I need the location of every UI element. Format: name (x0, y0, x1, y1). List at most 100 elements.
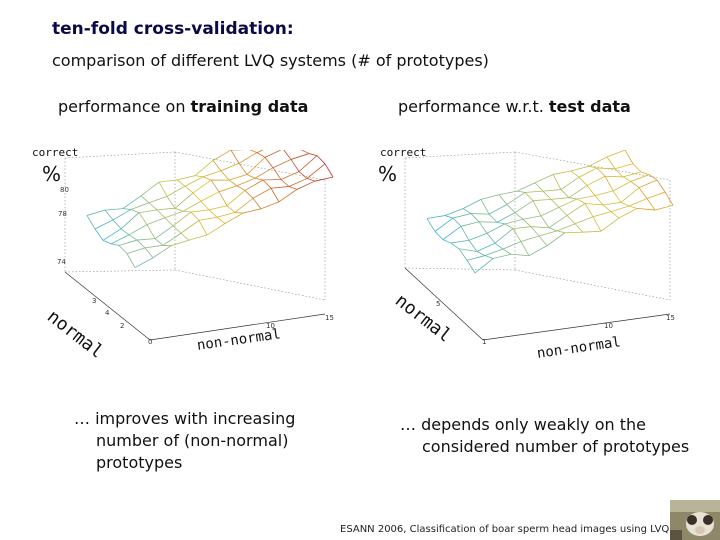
surface-mesh-line (442, 239, 452, 244)
surface-mesh-line (174, 192, 194, 209)
surface-mesh-line (520, 241, 530, 256)
surface-mesh-line (224, 212, 244, 224)
surface-mesh-line (620, 187, 640, 203)
surface-mesh-line (594, 190, 614, 197)
surface-mesh-line (180, 232, 190, 241)
surface-mesh-line (166, 196, 176, 209)
surface-mesh-line (484, 248, 504, 256)
surface-mesh-line (244, 179, 264, 191)
surface-mesh-line (468, 240, 478, 252)
surface-mesh-line (498, 194, 508, 205)
surface-mesh-line (566, 215, 576, 225)
surface-mesh-line (228, 174, 248, 181)
surface-mesh-line (602, 202, 622, 206)
surface-mesh-line (638, 179, 658, 189)
surface-mesh-line (202, 170, 222, 178)
right-heading-bold: test data (548, 97, 631, 116)
surface-mesh-line (136, 238, 156, 241)
surface-mesh-line (502, 241, 522, 250)
surface-mesh-line (538, 230, 558, 237)
surface-mesh-line (552, 170, 572, 175)
surface-mesh-line (638, 187, 648, 199)
surface-mesh-line (538, 235, 548, 246)
surface-mesh-line (198, 220, 208, 236)
surface-mesh-line (604, 176, 614, 192)
surface-mesh-line (540, 215, 550, 228)
surface-mesh-line (550, 197, 570, 200)
surface-mesh-line (510, 253, 530, 257)
right-ytick-2: 1 (482, 338, 487, 346)
surface-mesh-line (112, 219, 122, 230)
surface-mesh-line (128, 224, 148, 236)
surface-mesh-line (254, 177, 264, 181)
surface-mesh-line (94, 219, 114, 230)
surface-mesh-line (288, 178, 308, 187)
surface-mesh-line (138, 212, 148, 225)
surface-mesh-line (516, 182, 536, 192)
surface-mesh-line (558, 198, 578, 208)
surface-mesh-line (212, 150, 232, 161)
surface-mesh-line (298, 155, 318, 172)
surface-mesh-line (592, 216, 602, 232)
surface-mesh-line (192, 179, 212, 194)
surface-mesh-line (486, 233, 496, 244)
surface-mesh-line (570, 170, 580, 178)
surface-mesh-line (290, 159, 300, 172)
surface-mesh-line (194, 175, 204, 178)
surface-mesh-line (122, 208, 132, 210)
surface-mesh-line (466, 255, 486, 261)
surface-mesh-line (556, 223, 576, 232)
surface-mesh-line (530, 226, 540, 237)
surface-mesh-line (522, 219, 532, 227)
surface-mesh-line (118, 239, 138, 246)
surface-mesh-line (586, 175, 606, 186)
surface-mesh-line (474, 258, 494, 274)
surface-mesh-line (120, 212, 140, 230)
surface-mesh-line (520, 235, 540, 242)
surface-mesh-line (606, 156, 616, 169)
surface-mesh-line (450, 239, 470, 244)
surface-mesh-line (450, 242, 460, 250)
surface-mesh-line (140, 181, 160, 197)
surface-mesh-line (226, 205, 236, 213)
surface-mesh-line (568, 197, 578, 200)
surface-mesh-line (130, 202, 150, 210)
surface-mesh-line (504, 223, 514, 229)
surface-mesh-line (624, 150, 634, 164)
surface-mesh-line (238, 163, 248, 175)
left-surface-plot (64, 150, 334, 341)
surface-mesh-line (206, 223, 226, 236)
surface-mesh-line (480, 199, 490, 215)
surface-mesh-line (202, 176, 212, 181)
surface-mesh-line (162, 232, 182, 246)
surface-mesh-line (548, 227, 558, 232)
surface-mesh-line (628, 205, 638, 209)
surface-mesh-line (146, 217, 166, 225)
surface-mesh-line (654, 204, 674, 211)
surface-mesh-line (236, 177, 256, 187)
surface-mesh-line (566, 203, 586, 216)
surface-mesh-line (600, 217, 620, 232)
slide-subtitle: comparison of different LVQ systems (# o… (52, 51, 489, 70)
surface-mesh-line (470, 213, 480, 223)
left-panel-heading: performance on training data (58, 97, 308, 116)
surface-mesh-line (234, 197, 254, 213)
surface-mesh-line (604, 175, 624, 178)
surface-mesh-line (534, 182, 544, 192)
surface-mesh-line (118, 245, 128, 254)
surface-mesh-line (86, 215, 96, 230)
right-heading-prefix: performance w.r.t. (398, 97, 549, 116)
surface-mesh-line (602, 204, 612, 212)
surface-mesh-line (576, 195, 596, 200)
surface-mesh-line (144, 247, 154, 259)
surface-mesh-line (264, 157, 274, 168)
surface-mesh-line (226, 190, 246, 207)
surface-mesh-line (234, 212, 244, 214)
surface-mesh-line (230, 150, 240, 164)
surface-mesh-line (246, 174, 256, 179)
surface-mesh-line (548, 215, 568, 229)
surface-mesh-line (664, 191, 674, 206)
surface-mesh-line (632, 163, 642, 173)
surface-mesh-line (146, 224, 156, 239)
surface-mesh-line (610, 211, 620, 219)
